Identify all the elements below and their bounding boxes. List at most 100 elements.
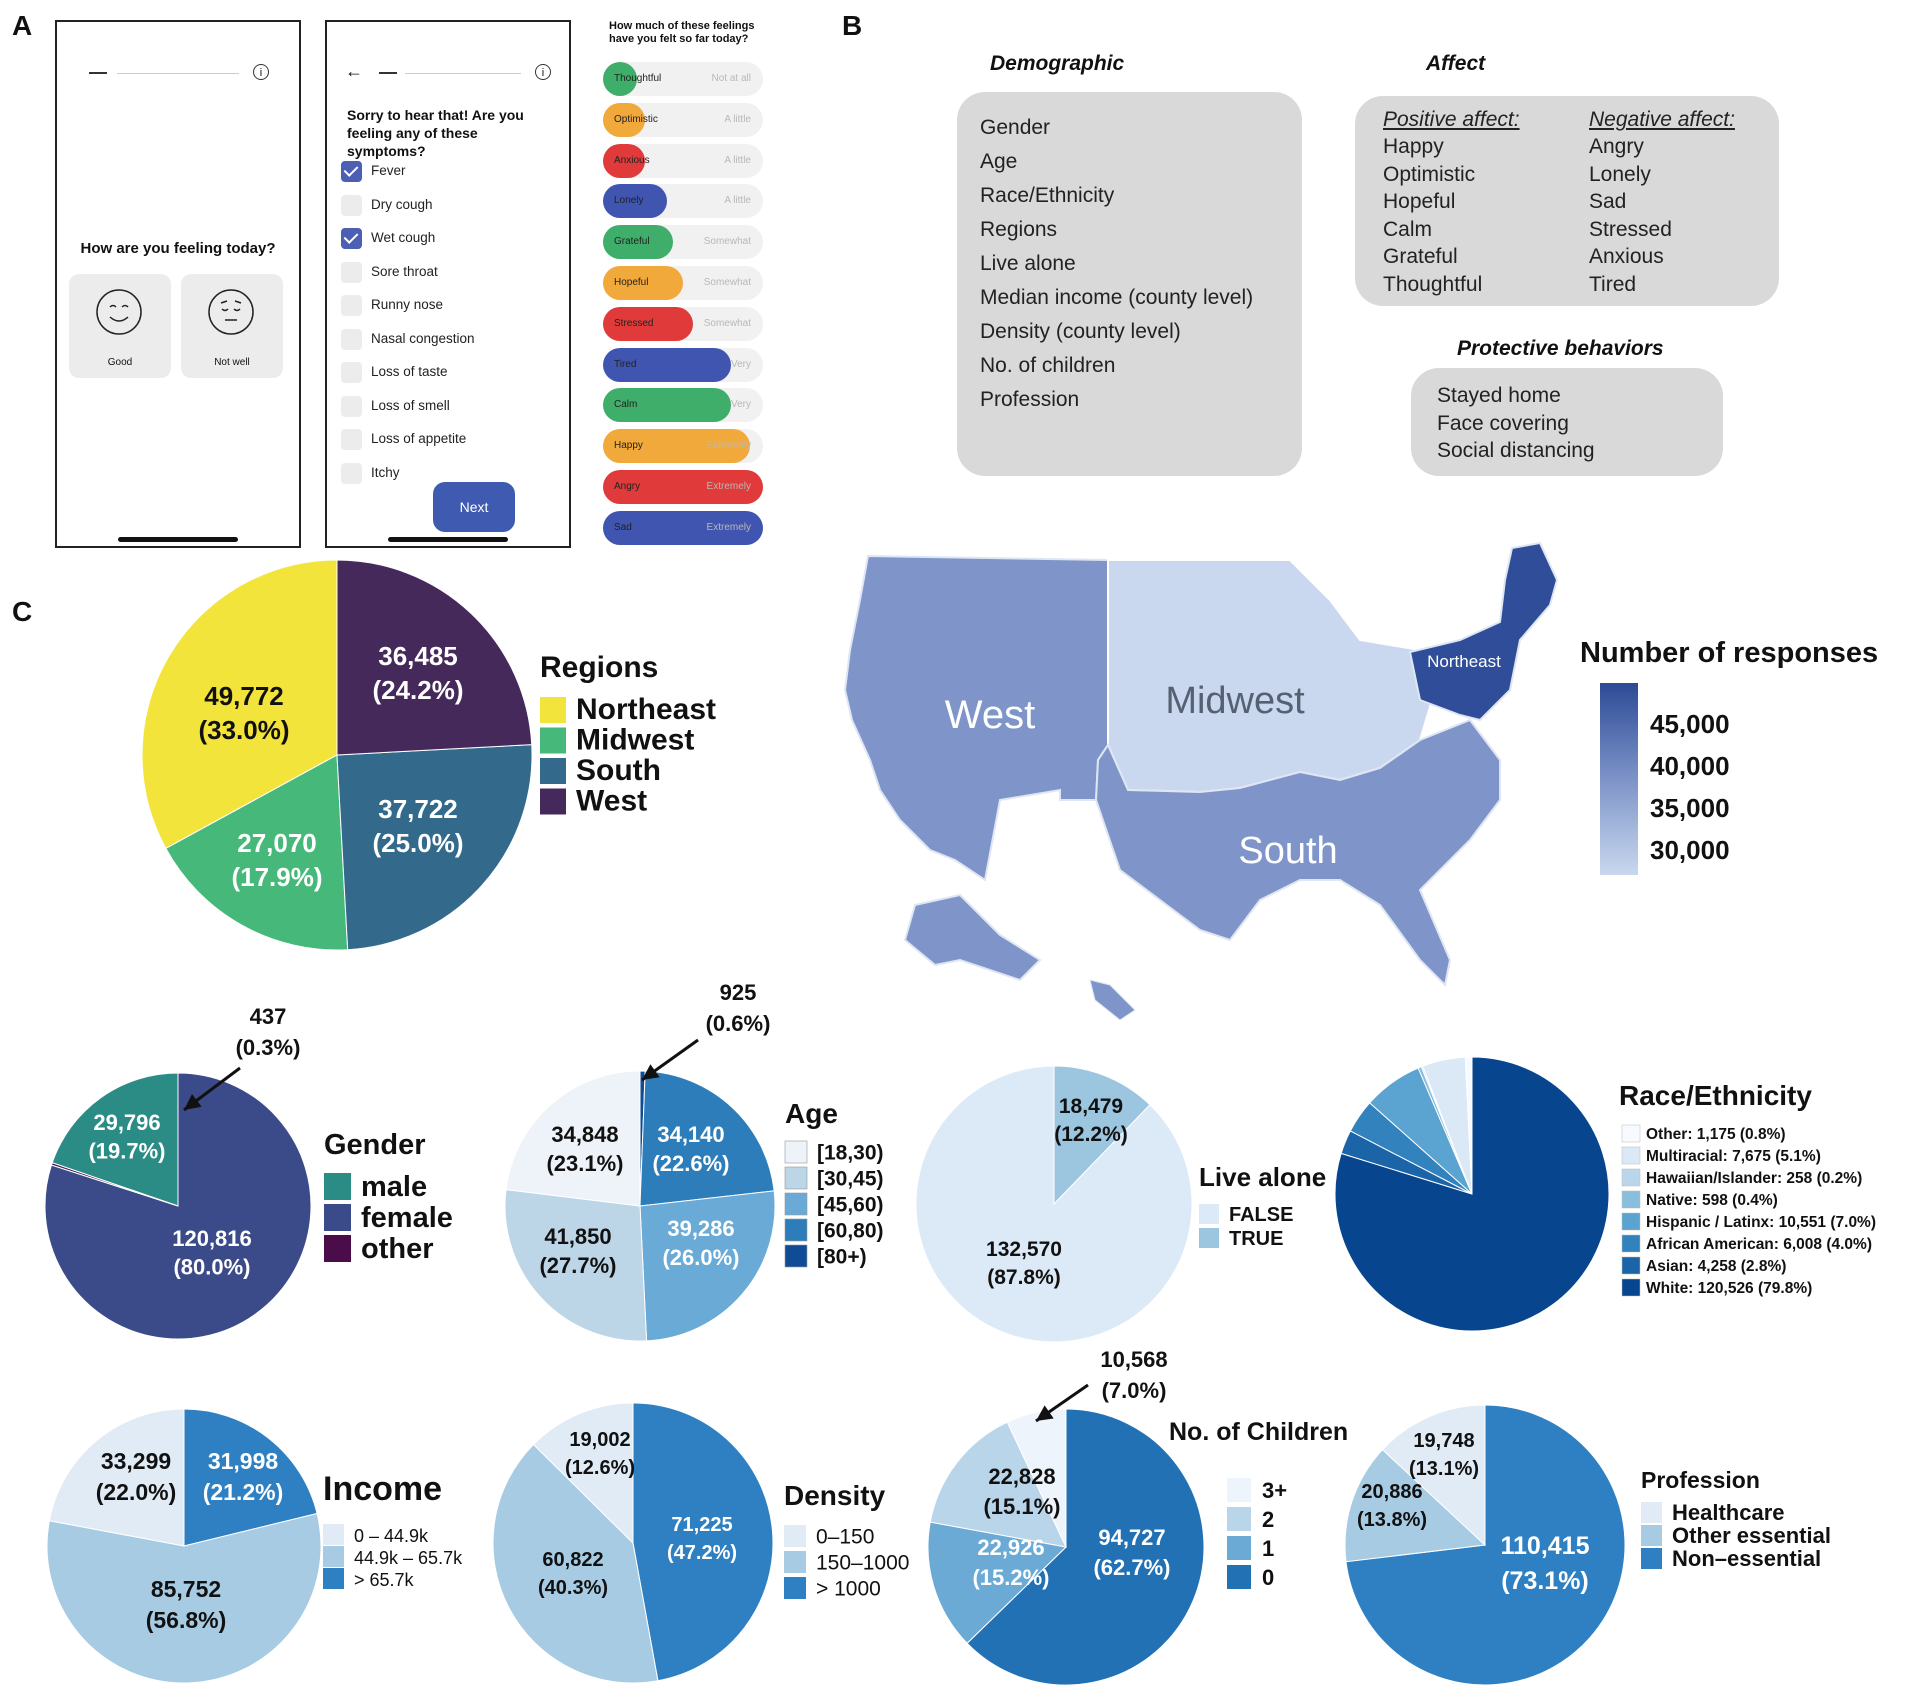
back-arrow-icon[interactable]: ← [345, 61, 363, 81]
symptom-checkbox[interactable] [341, 228, 362, 249]
symptom-checkbox[interactable] [341, 429, 362, 450]
feeling-slider-fill [603, 62, 637, 96]
symptom-checkbox[interactable] [341, 295, 362, 316]
symptom-checkbox[interactable] [341, 261, 362, 283]
progress-indicator [379, 72, 397, 74]
positive-affect-item: Optimistic [1383, 162, 1476, 186]
mood-notwell-label: Not well [214, 357, 250, 368]
pie-slice [336, 744, 533, 951]
info-icon[interactable]: i [535, 64, 551, 80]
legend-swatch [784, 1218, 808, 1242]
symptom-checkbox[interactable] [341, 462, 362, 484]
legend-swatch [1621, 1146, 1641, 1165]
legend-label: > 65.7k [354, 1570, 415, 1590]
legend-title: Live alone [1199, 1162, 1326, 1192]
slice-value-label: 41,850 [544, 1224, 611, 1249]
legend-label: Hispanic / Latinx: 10,551 (7.0%) [1646, 1214, 1876, 1231]
positive-affect-header: Positive affect: [1383, 108, 1520, 131]
positive-affect-item: Calm [1383, 217, 1433, 241]
slice-value-label: 39,286 [667, 1216, 734, 1241]
legend-swatch [323, 1568, 344, 1589]
slice-value-label: 29,796 [93, 1110, 160, 1135]
slice-percent-label: (22.0%) [96, 1479, 177, 1505]
negative-affect-item: Lonely [1589, 162, 1651, 186]
pie-slice [915, 1065, 1193, 1343]
legend-label: Other: 1,175 (0.8%) [1646, 1126, 1786, 1143]
slice-value-label: 33,299 [101, 1448, 171, 1474]
protective-behavior-item: Stayed home [1437, 384, 1561, 407]
map-scale-tick: 45,000 [1650, 709, 1730, 739]
pie-slice [1053, 1065, 1151, 1206]
panel-label-c: C [12, 596, 33, 627]
pie-slice [51, 1072, 179, 1207]
feeling-slider[interactable]: Somewhat Grateful [603, 225, 763, 260]
protective-title: Protective behaviors [1457, 337, 1664, 360]
symptom-checkbox[interactable] [341, 328, 362, 350]
feeling-name-label: Happy [614, 440, 643, 452]
positive-affect-item: Hopeful [1383, 190, 1456, 213]
slice-percent-label: (15.1%) [983, 1494, 1060, 1519]
feeling-slider[interactable]: Very Tired [603, 347, 763, 382]
callout-value-label: 925 [720, 980, 757, 1005]
feeling-level-label: Somewhat [703, 236, 751, 248]
map-scale-tick: 40,000 [1650, 751, 1730, 781]
legend-label: 0–150 [816, 1526, 874, 1549]
protective-box: Stayed home Face covering Social distancin… [1411, 368, 1723, 476]
slice-percent-label: (13.1%) [1409, 1458, 1479, 1480]
mood-good-button[interactable]: Good [69, 274, 171, 378]
slice-value-label: 34,140 [657, 1122, 724, 1147]
feeling-level-label: Somewhat [703, 317, 751, 329]
slice-percent-label: (22.6%) [652, 1151, 729, 1176]
feeling-level-label: A little [724, 113, 751, 125]
legend-swatch [1641, 1502, 1662, 1523]
symptom-checkbox[interactable] [341, 395, 362, 417]
callout-percent-label: (0.6%) [706, 1011, 771, 1036]
feeling-slider[interactable]: Extremely Angry [603, 470, 763, 504]
feeling-slider[interactable]: Not at all Thoughtful [603, 62, 763, 96]
legend-title: Regions [540, 651, 658, 684]
pie-slice [1344, 1448, 1487, 1563]
feeling-slider[interactable]: Extremely Happy [603, 429, 763, 464]
legend-label: Non–essential [1672, 1546, 1821, 1571]
symptom-checkbox[interactable] [341, 362, 362, 383]
positive-affect-item: Grateful [1383, 245, 1458, 268]
legend-swatch [1227, 1507, 1251, 1531]
callout-percent-label: (7.0%) [1102, 1378, 1167, 1403]
demographic-variable: Live alone [980, 252, 1076, 275]
legend-label: Native: 598 (0.4%) [1646, 1192, 1778, 1209]
feeling-slider[interactable]: Extremely Sad [603, 510, 763, 545]
feelings-question: How much of these feelings have you felt… [609, 20, 755, 45]
pie-slice [50, 1162, 179, 1207]
legend-label: Healthcare [1672, 1500, 1785, 1525]
slice-value-label: 110,415 [1501, 1532, 1590, 1560]
next-button[interactable]: Next [433, 482, 515, 532]
feeling-slider[interactable]: A little Lonely [603, 184, 763, 219]
feeling-slider[interactable]: Somewhat Stressed [603, 306, 763, 341]
mood-notwell-button[interactable]: Not well [181, 274, 283, 378]
pie-slice [48, 1408, 185, 1547]
slice-value-label: 31,998 [208, 1448, 279, 1474]
positive-affect-item: Happy [1383, 135, 1444, 158]
pie-slice [46, 1512, 322, 1684]
feeling-slider[interactable]: A little Optimistic [603, 102, 763, 137]
slice-value-label: 18,479 [1059, 1095, 1123, 1118]
symptom-checkbox[interactable] [341, 194, 362, 216]
info-icon[interactable]: i [253, 64, 269, 80]
legend-label: 44.9k – 65.7k [354, 1548, 463, 1568]
feeling-slider[interactable]: Somewhat Hopeful [603, 266, 763, 300]
demographic-variable: Race/Ethnicity [980, 184, 1115, 207]
legend-label: White: 120,526 (79.8%) [1646, 1280, 1812, 1297]
feeling-slider[interactable]: A little Anxious [603, 143, 763, 178]
feeling-name-label: Thoughtful [614, 73, 662, 84]
feeling-slider[interactable]: Very Calm [603, 388, 763, 423]
pie-slice [639, 1070, 775, 1207]
pie-slice [44, 1072, 312, 1340]
symptom-label: Wet cough [371, 230, 436, 245]
symptom-checkbox[interactable] [341, 161, 362, 182]
demographic-variable: Profession [980, 388, 1080, 411]
feeling-level-label: Extremely [706, 521, 751, 533]
map-region-south [1094, 718, 1501, 988]
legend-title: Income [323, 1470, 442, 1508]
slice-percent-label: (12.6%) [565, 1457, 635, 1479]
legend-swatch [784, 1551, 806, 1573]
